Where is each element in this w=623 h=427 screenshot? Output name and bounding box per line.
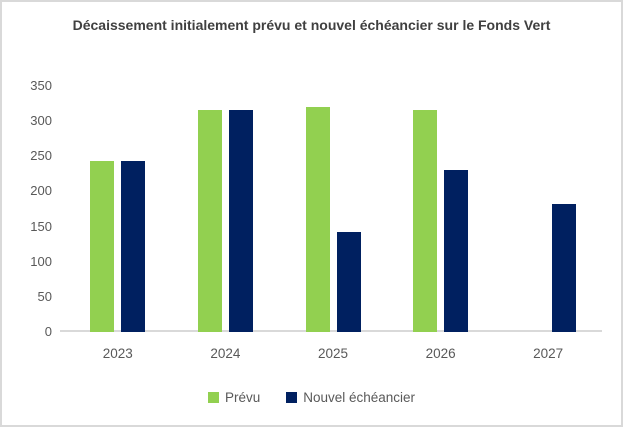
bar-prévu-2024 xyxy=(197,110,222,332)
bar-nouvel-échéancier-2026 xyxy=(444,170,469,332)
bar-nouvel-échéancier-2027 xyxy=(551,204,576,332)
y-tick-label: 0 xyxy=(44,324,52,339)
x-tick-label-2025: 2025 xyxy=(317,346,349,361)
bar-nouvel-échéancier-2024 xyxy=(228,110,253,332)
bar-group-2026 xyxy=(413,110,469,332)
x-tick-label-2027: 2027 xyxy=(533,346,564,361)
bar-group-2023 xyxy=(90,161,146,332)
y-tick-label: 150 xyxy=(30,218,52,234)
y-tick-label: 250 xyxy=(30,148,52,164)
y-tick-label: 200 xyxy=(30,183,52,199)
legend-swatch-icon xyxy=(286,392,298,403)
legend-item-prévu: Prévu xyxy=(207,390,261,405)
bar-group-2024 xyxy=(197,110,253,332)
bar-prévu-2023 xyxy=(90,161,115,332)
plot-area xyxy=(64,86,602,332)
y-tick-label: 50 xyxy=(37,288,52,304)
bar-group-2025 xyxy=(305,107,361,332)
x-tick-label-2023: 2023 xyxy=(102,346,133,361)
y-tick-label: 350 xyxy=(30,78,52,93)
chart-legend: Prévu Nouvel échéancier xyxy=(2,390,621,405)
x-tick-label-2024: 2024 xyxy=(210,346,241,361)
bar-group-2027 xyxy=(521,204,576,332)
bar-nouvel-échéancier-2025 xyxy=(336,232,361,332)
y-tick-label: 300 xyxy=(30,113,52,129)
chart-title: Décaissement initialement prévu et nouve… xyxy=(72,17,551,33)
bar-prévu-2026 xyxy=(413,110,438,332)
legend-item-nouvel-échéancier: Nouvel échéancier xyxy=(286,390,415,405)
legend-swatch-icon xyxy=(207,392,219,403)
x-axis-line xyxy=(60,330,602,332)
legend-label: Prévu xyxy=(224,390,261,405)
y-tick-label: 100 xyxy=(30,253,52,269)
bar-nouvel-échéancier-2023 xyxy=(121,161,146,332)
x-tick-label-2026: 2026 xyxy=(425,346,456,361)
legend-label: Nouvel échéancier xyxy=(303,390,416,405)
bar-prévu-2025 xyxy=(305,107,330,332)
